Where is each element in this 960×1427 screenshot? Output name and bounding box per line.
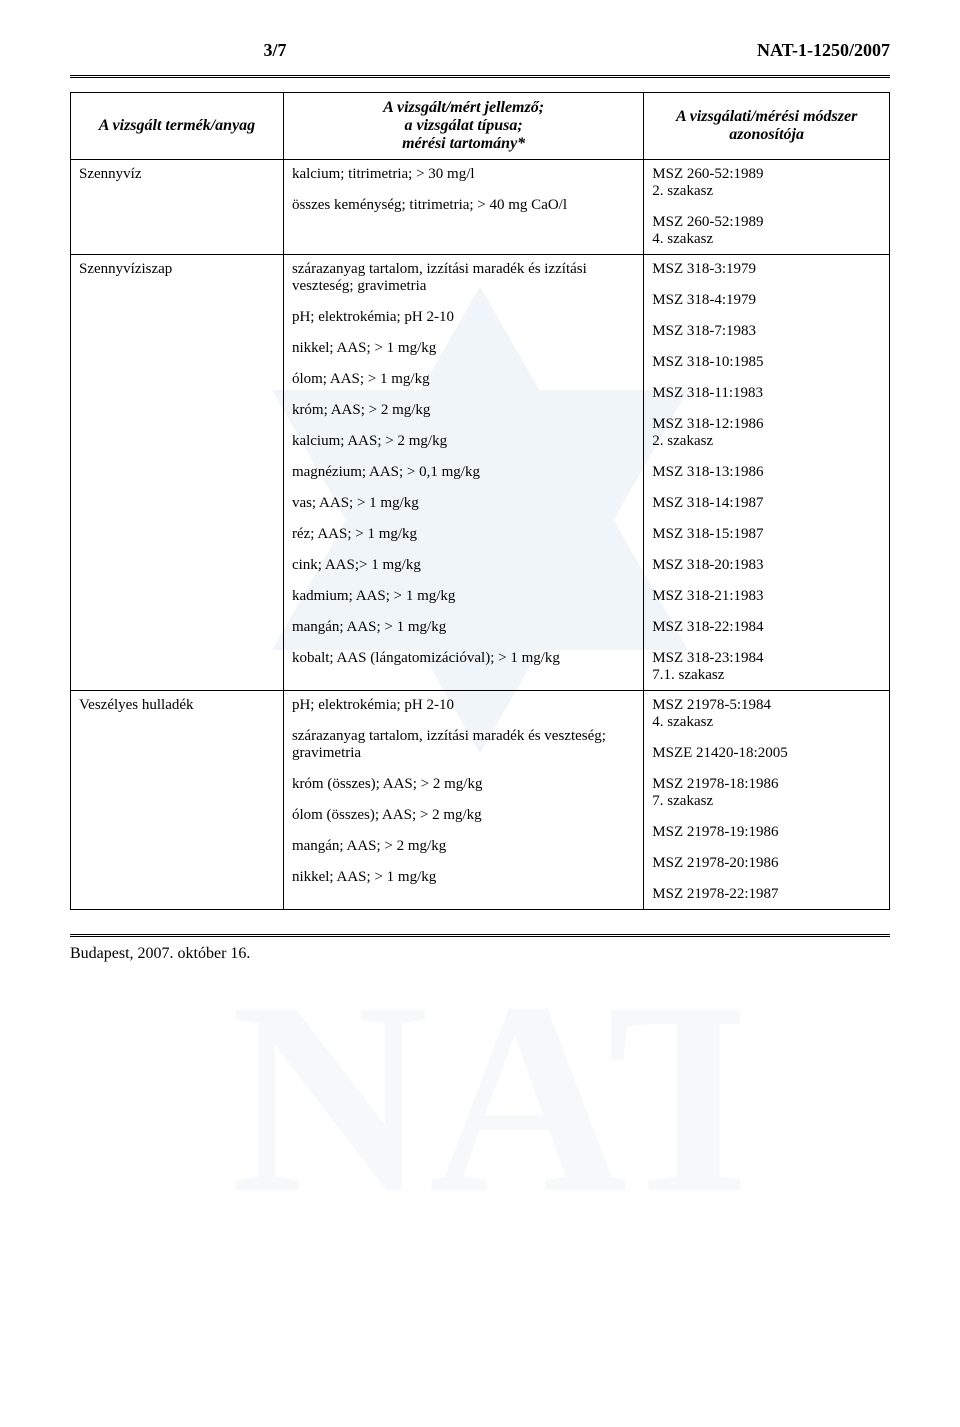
method-line: MSZ 21978-20:1986 bbox=[652, 855, 881, 872]
parameter-line: vas; AAS; > 1 mg/kg bbox=[292, 495, 635, 512]
parameter-line: kalcium; titrimetria; > 30 mg/l bbox=[292, 166, 635, 183]
method-line: MSZ 318-7:1983 bbox=[652, 323, 881, 340]
product-cell: Veszélyes hulladék bbox=[71, 691, 284, 910]
method-line: MSZ 21978-19:1986 bbox=[652, 824, 881, 841]
page-number: 3/7 bbox=[70, 40, 480, 61]
parameter-line: összes keménység; titrimetria; > 40 mg C… bbox=[292, 197, 635, 214]
parameter-cell: kalcium; titrimetria; > 30 mg/l összes ke… bbox=[283, 160, 643, 255]
method-line: MSZ 318-21:1983 bbox=[652, 588, 881, 605]
parameter-line: kadmium; AAS; > 1 mg/kg bbox=[292, 588, 635, 605]
method-line: MSZ 318-13:1986 bbox=[652, 464, 881, 481]
parameter-line: cink; AAS;> 1 mg/kg bbox=[292, 557, 635, 574]
method-line: MSZ 260-52:19892. szakasz bbox=[652, 166, 881, 200]
measurements-table: A vizsgált termék/anyag A vizsgált/mért … bbox=[70, 92, 890, 910]
parameter-line: pH; elektrokémia; pH 2-10 bbox=[292, 697, 635, 714]
product-cell: Szennyvíz bbox=[71, 160, 284, 255]
method-cell: MSZ 21978-5:19844. szakasz MSZE 21420-18:… bbox=[644, 691, 890, 910]
parameter-line: nikkel; AAS; > 1 mg/kg bbox=[292, 869, 635, 886]
table-header-row: A vizsgált termék/anyag A vizsgált/mért … bbox=[71, 93, 890, 160]
method-cell: MSZ 260-52:19892. szakasz MSZ 260-52:1989… bbox=[644, 160, 890, 255]
parameter-line: kobalt; AAS (lángatomizációval); > 1 mg/… bbox=[292, 650, 635, 667]
parameter-line: ólom (összes); AAS; > 2 mg/kg bbox=[292, 807, 635, 824]
method-line: MSZ 21978-5:19844. szakasz bbox=[652, 697, 881, 731]
method-line: MSZ 318-15:1987 bbox=[652, 526, 881, 543]
method-line: MSZ 318-14:1987 bbox=[652, 495, 881, 512]
product-cell: Szennyvíziszap bbox=[71, 255, 284, 691]
footer-rule bbox=[70, 934, 890, 937]
method-line: MSZ 21978-18:19867. szakasz bbox=[652, 776, 881, 810]
svg-text:NAT: NAT bbox=[230, 946, 740, 1240]
method-line: MSZE 21420-18:2005 bbox=[652, 745, 881, 762]
table-row: Veszélyes hulladékpH; elektrokémia; pH 2… bbox=[71, 691, 890, 910]
table-row: Szennyvízkalcium; titrimetria; > 30 mg/l… bbox=[71, 160, 890, 255]
col-product: A vizsgált termék/anyag bbox=[71, 93, 284, 160]
parameter-cell: pH; elektrokémia; pH 2-10 szárazanyag tar… bbox=[283, 691, 643, 910]
parameter-line: kalcium; AAS; > 2 mg/kg bbox=[292, 433, 635, 450]
method-line: MSZ 260-52:19894. szakasz bbox=[652, 214, 881, 248]
method-line: MSZ 318-20:1983 bbox=[652, 557, 881, 574]
background-nat-icon: NAT bbox=[220, 940, 740, 1240]
method-line: MSZ 318-22:1984 bbox=[652, 619, 881, 636]
parameter-line: mangán; AAS; > 1 mg/kg bbox=[292, 619, 635, 636]
method-line: MSZ 318-23:19847.1. szakasz bbox=[652, 650, 881, 684]
header-rule bbox=[70, 75, 890, 78]
method-line: MSZ 318-11:1983 bbox=[652, 385, 881, 402]
parameter-line: króm; AAS; > 2 mg/kg bbox=[292, 402, 635, 419]
parameter-line: réz; AAS; > 1 mg/kg bbox=[292, 526, 635, 543]
footer-date: Budapest, 2007. október 16. bbox=[70, 945, 890, 963]
parameter-line: ólom; AAS; > 1 mg/kg bbox=[292, 371, 635, 388]
table-row: Szennyvíziszapszárazanyag tartalom, izzí… bbox=[71, 255, 890, 691]
parameter-line: szárazanyag tartalom, izzítási maradék é… bbox=[292, 261, 635, 295]
parameter-line: magnézium; AAS; > 0,1 mg/kg bbox=[292, 464, 635, 481]
parameter-cell: szárazanyag tartalom, izzítási maradék é… bbox=[283, 255, 643, 691]
parameter-line: pH; elektrokémia; pH 2-10 bbox=[292, 309, 635, 326]
method-cell: MSZ 318-3:1979 MSZ 318-4:1979 MSZ 318-7:19… bbox=[644, 255, 890, 691]
method-line: MSZ 318-12:19862. szakasz bbox=[652, 416, 881, 450]
page-header: 3/7 NAT-1-1250/2007 bbox=[70, 40, 890, 61]
col-method: A vizsgálati/mérési módszerazonosítója bbox=[644, 93, 890, 160]
parameter-line: nikkel; AAS; > 1 mg/kg bbox=[292, 340, 635, 357]
parameter-line: szárazanyag tartalom, izzítási maradék é… bbox=[292, 728, 635, 762]
method-line: MSZ 318-3:1979 bbox=[652, 261, 881, 278]
document-id: NAT-1-1250/2007 bbox=[480, 40, 890, 61]
method-line: MSZ 21978-22:1987 bbox=[652, 886, 881, 903]
parameter-line: króm (összes); AAS; > 2 mg/kg bbox=[292, 776, 635, 793]
col-parameter: A vizsgált/mért jellemző;a vizsgálat típ… bbox=[283, 93, 643, 160]
method-line: MSZ 318-4:1979 bbox=[652, 292, 881, 309]
parameter-line: mangán; AAS; > 2 mg/kg bbox=[292, 838, 635, 855]
method-line: MSZ 318-10:1985 bbox=[652, 354, 881, 371]
